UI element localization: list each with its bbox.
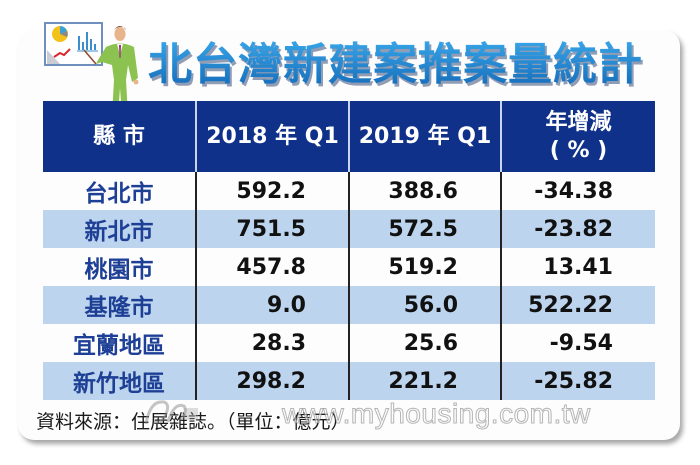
value-2019-cell: 56.0 xyxy=(348,286,501,324)
yoy-cell: -9.54 xyxy=(500,324,655,362)
table-row: 台北市 592.2 388.6 -34.38 xyxy=(43,172,655,210)
page-title: 北台灣新建案推案量統計 xyxy=(148,30,668,100)
region-cell: 基隆市 xyxy=(43,286,196,324)
source-note: 資料來源：住展雜誌。（單位：億元） xyxy=(36,411,350,433)
table-row: 新竹地區 298.2 221.2 -25.82 xyxy=(43,362,655,400)
yoy-cell: -25.82 xyxy=(500,362,655,400)
header-region: 縣 市 xyxy=(43,101,196,172)
value-2018-cell: 592.2 xyxy=(195,172,349,210)
table-row: 新北市 751.5 572.5 -23.82 xyxy=(43,210,655,248)
table-row: 桃園市 457.8 519.2 13.41 xyxy=(43,248,655,286)
header-yoy-label: 年增減 xyxy=(545,109,612,135)
watermark-text: www.myhousing.com.tw xyxy=(282,398,591,430)
value-2019-cell: 25.6 xyxy=(348,324,501,362)
watermark-logo-icon xyxy=(144,400,198,425)
value-2018-cell: 9.0 xyxy=(195,286,349,324)
value-2018-cell: 751.5 xyxy=(195,210,349,248)
presenter-illustration-icon xyxy=(44,22,139,118)
table-row: 基隆市 9.0 56.0 522.22 xyxy=(43,286,655,324)
region-cell: 桃園市 xyxy=(84,257,154,283)
header-2018q1: 2018 年 Q1 xyxy=(195,101,349,172)
region-cell: 新北市 xyxy=(43,210,196,248)
value-2019-cell: 572.5 xyxy=(348,210,501,248)
yoy-cell: -34.38 xyxy=(500,172,655,210)
value-2019-cell: 388.6 xyxy=(348,172,501,210)
yoy-cell: 13.41 xyxy=(500,248,655,286)
yoy-cell: -23.82 xyxy=(500,210,655,248)
header-2019q1: 2019 年 Q1 xyxy=(348,101,501,172)
table-header-row: 縣 市 2018 年 Q1 2019 年 Q1 年增減 ( % ) xyxy=(43,101,655,172)
page-title-shadow: 北台灣新建案推案量統計 xyxy=(150,33,670,103)
table-row: 宜蘭地區 28.3 25.6 -9.54 xyxy=(43,324,655,362)
header-yoy: 年增減 ( % ) xyxy=(500,101,655,172)
value-2019-cell: 519.2 xyxy=(348,248,501,286)
value-2019-cell: 221.2 xyxy=(348,362,501,400)
value-2018-cell: 28.3 xyxy=(195,324,349,362)
region-cell: 新竹地區 xyxy=(43,362,196,400)
housing-supply-table: 縣 市 2018 年 Q1 2019 年 Q1 年增減 ( % ) 台北市 59… xyxy=(43,101,655,400)
region-cell: 宜蘭地區 xyxy=(73,333,165,359)
value-2018-cell: 457.8 xyxy=(195,248,349,286)
yoy-cell: 522.22 xyxy=(500,286,655,324)
region-cell: 台北市 xyxy=(84,181,154,207)
value-2018-cell: 298.2 xyxy=(195,362,349,400)
header-yoy-unit: ( % ) xyxy=(549,137,608,163)
